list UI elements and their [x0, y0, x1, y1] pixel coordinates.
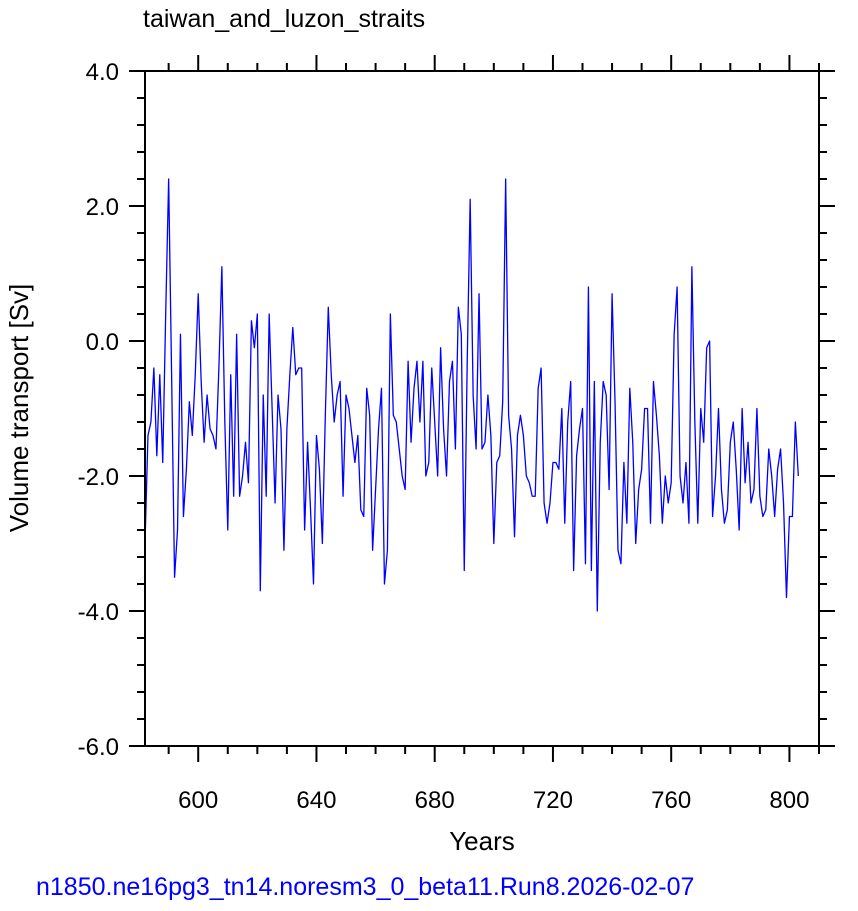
footer-run-id: n1850.ne16pg3_tn14.noresm3_0_beta11.Run8…: [36, 873, 694, 901]
plot-layer: [144, 178, 799, 612]
y-tick-label: -6.0: [78, 734, 119, 761]
chart-title: taiwan_and_luzon_straits: [143, 5, 425, 33]
x-axis-label: Years: [449, 826, 515, 856]
x-tick-label: 720: [533, 787, 573, 814]
ticks-layer: -6.0 -4.0 -2.0 0.0 2.0 4.0 600 640 680 720 760 800: [78, 55, 835, 814]
y-tick-label: -2.0: [78, 464, 119, 491]
x-tick-label: 800: [769, 787, 809, 814]
y-tick-label: 4.0: [86, 59, 119, 86]
y-tick-label: 2.0: [86, 194, 119, 221]
series-line-volume-transport: [144, 178, 799, 612]
x-tick-label: 640: [296, 787, 336, 814]
y-tick-label: 0.0: [86, 329, 119, 356]
plot-frame: [144, 70, 820, 747]
x-tick-label: 760: [651, 787, 691, 814]
x-tick-label: 680: [415, 787, 455, 814]
y-tick-label: -4.0: [78, 599, 119, 626]
x-tick-label: 600: [178, 787, 218, 814]
y-axis-label: Volume transport [Sv]: [4, 284, 34, 533]
